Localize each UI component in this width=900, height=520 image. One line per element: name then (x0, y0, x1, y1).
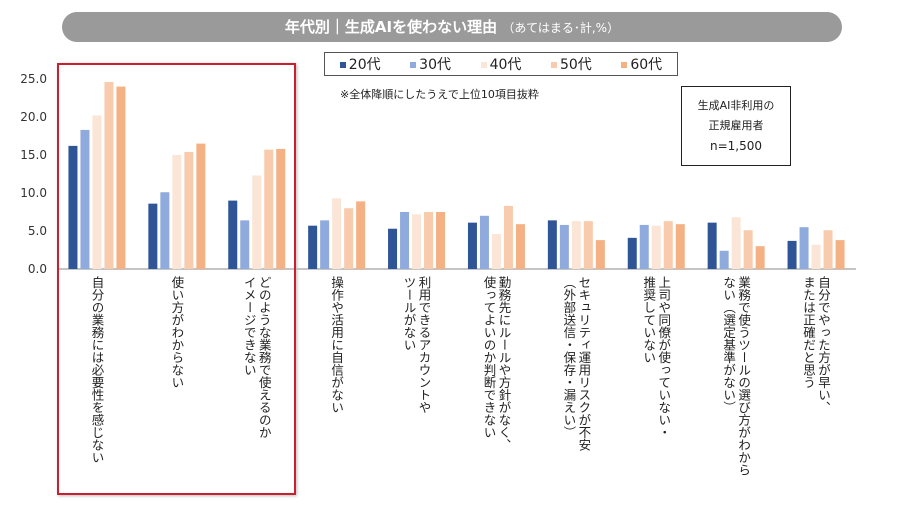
bar-40代-0 (92, 115, 102, 269)
y-tick-label: 10.0 (20, 186, 47, 200)
bar-40代-6 (571, 221, 581, 269)
bar-40代-7 (651, 225, 661, 269)
bar-60代-4 (436, 212, 446, 269)
bar-50代-5 (503, 205, 513, 269)
legend-item: 50代 (550, 54, 592, 74)
legend-label: 60代 (630, 57, 663, 73)
bar-50代-8 (743, 230, 753, 269)
note: ※全体降順にしたうえで上位10項目抜粋 (340, 88, 539, 101)
sample-line1: 生成AI非利用の (697, 99, 775, 112)
bar-30代-9 (799, 227, 809, 269)
chart-title: 年代別｜生成AIを使わない理由 （あてはまる･計,%） (62, 12, 842, 42)
category-label: 自分の業務には必要性を感じない (89, 276, 105, 464)
bar-30代-5 (479, 215, 489, 269)
y-tick-label: 5.0 (28, 224, 47, 238)
y-tick-label: 25.0 (20, 72, 47, 86)
bar-60代-5 (515, 224, 525, 269)
sample-box: 生成AI非利用の 正規雇用者 n=1,500 (681, 86, 791, 166)
bar-30代-1 (160, 192, 170, 269)
bar-20代-9 (787, 240, 797, 269)
bar-60代-1 (196, 143, 206, 269)
bar-50代-7 (663, 221, 673, 269)
category-label: どのような業務で使えるのか イメージできない (241, 276, 272, 439)
legend-swatch (339, 62, 346, 68)
category-label: 自分でやった方が早い、 または正確だと思う (801, 276, 832, 414)
bar-20代-7 (627, 237, 637, 269)
bar-30代-0 (80, 129, 90, 269)
category-label: 操作や活用に自信がない (329, 276, 345, 414)
bar-60代-9 (835, 240, 845, 269)
bar-30代-7 (639, 224, 649, 269)
bar-20代-2 (228, 200, 238, 269)
bar-40代-4 (412, 214, 422, 269)
bar-20代-5 (467, 222, 477, 269)
bar-30代-2 (240, 220, 250, 269)
bar-30代-4 (400, 212, 410, 269)
bar-40代-9 (811, 244, 821, 269)
bar-50代-2 (264, 149, 274, 269)
y-tick-label: 15.0 (20, 148, 47, 162)
legend-swatch (550, 62, 557, 68)
category-label: 利用できるアカウントや ツールがない (401, 276, 432, 414)
legend-item: 40代 (480, 54, 522, 74)
bar-30代-8 (719, 250, 729, 269)
bar-60代-7 (675, 224, 685, 269)
legend-swatch (621, 62, 628, 68)
legend-item: 30代 (410, 54, 451, 74)
bar-20代-8 (707, 222, 717, 269)
bar-50代-0 (104, 82, 114, 269)
category-label: 上司や同僚が使っていない・ 推奨していない (641, 276, 672, 439)
bar-40代-3 (332, 198, 342, 269)
sample-size: n=1,500 (709, 139, 762, 153)
bar-50代-9 (823, 230, 833, 269)
bar-50代-6 (583, 221, 593, 269)
bar-20代-1 (148, 203, 158, 269)
bar-60代-0 (116, 86, 126, 269)
legend-swatch (480, 62, 487, 68)
bar-50代-3 (344, 208, 354, 269)
bar-20代-0 (68, 145, 78, 269)
title-main: 年代別｜生成AIを使わない理由 (284, 18, 498, 36)
bar-40代-1 (172, 155, 182, 269)
bar-20代-3 (308, 225, 318, 269)
y-tick-label: 0.0 (28, 262, 47, 276)
legend-item: 60代 (621, 54, 662, 74)
bar-40代-8 (731, 217, 741, 269)
bar-60代-8 (755, 246, 765, 269)
bar-30代-3 (320, 220, 330, 269)
legend-label: 50代 (559, 57, 592, 73)
title-sub: （あてはまる･計,%） (502, 21, 620, 35)
bar-20代-6 (547, 220, 557, 269)
category-label: 使い方がわからない (169, 276, 185, 389)
bar-20代-4 (388, 228, 398, 269)
legend-label: 30代 (419, 57, 451, 73)
bar-30代-6 (559, 224, 569, 269)
bar-60代-2 (276, 148, 286, 269)
legend: 20代 30代 40代 50代 60代 (324, 52, 678, 76)
bar-60代-6 (595, 240, 605, 269)
bar-60代-3 (356, 201, 366, 269)
bar-50代-1 (184, 151, 194, 269)
bar-50代-4 (424, 212, 434, 269)
category-label: 勤務先にルールや方針がなく、 使ってよいのか判断できない (481, 276, 512, 451)
category-label: 業務で使うツールの選び方がわから ない（選定基準がない） (721, 276, 752, 476)
sample-line2: 正規雇用者 (708, 119, 764, 132)
bar-40代-5 (491, 234, 501, 269)
bar-40代-2 (252, 175, 262, 269)
legend-label: 20代 (348, 57, 381, 73)
legend-label: 40代 (489, 57, 522, 73)
category-label: セキュリティ運用リスクが不安 （外部送信・保存・漏えい） (561, 276, 592, 451)
legend-swatch (410, 62, 417, 68)
y-tick-label: 20.0 (20, 110, 47, 124)
highlight-box (57, 63, 296, 495)
legend-item: 20代 (339, 54, 381, 74)
